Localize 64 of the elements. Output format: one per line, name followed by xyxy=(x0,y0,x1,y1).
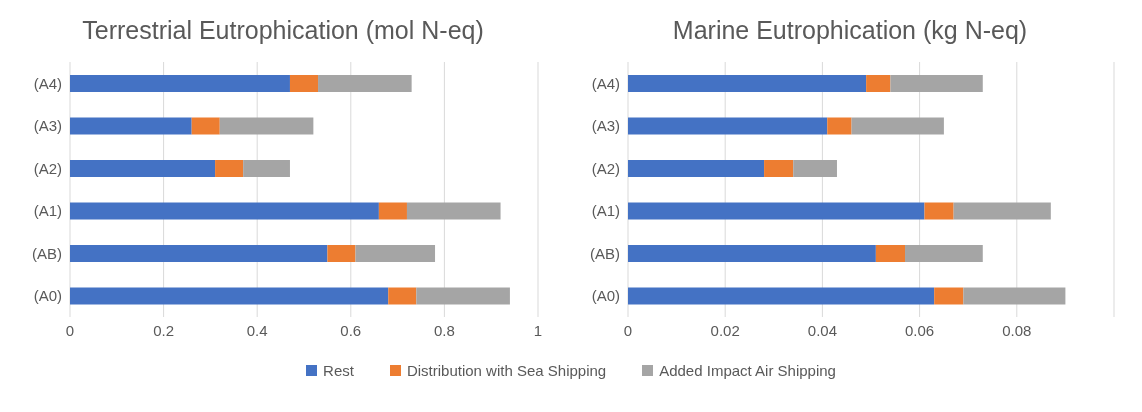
y-tick-label: (A4) xyxy=(33,74,62,92)
y-tick-label: (A0) xyxy=(591,287,620,305)
bar xyxy=(953,202,1051,220)
y-tick-label: (A1) xyxy=(591,202,620,220)
bar xyxy=(318,75,412,92)
x-tick-label: 0.4 xyxy=(246,321,268,339)
bar xyxy=(70,117,192,135)
y-tick-label: (A1) xyxy=(33,202,62,220)
bar xyxy=(70,287,389,305)
x-tick-label: 0.04 xyxy=(807,321,837,339)
y-tick-label: (AB) xyxy=(590,244,620,262)
chart-title: Terrestrial Eutrophication (mol N-eq) xyxy=(81,15,485,46)
bar xyxy=(628,245,876,262)
bar xyxy=(764,160,794,177)
bar xyxy=(628,75,867,92)
legend-label: Added Impact Air Shipping xyxy=(658,362,836,379)
bar xyxy=(924,202,954,220)
bar xyxy=(70,75,290,92)
bar xyxy=(793,160,837,177)
bar xyxy=(406,202,501,220)
y-tick-label: (A3) xyxy=(33,117,62,135)
y-tick-label: (A0) xyxy=(33,287,62,305)
bar xyxy=(191,117,220,135)
x-tick-label: 0.08 xyxy=(1002,321,1032,339)
y-tick-label: (A2) xyxy=(591,159,620,177)
legend-label: Rest xyxy=(322,362,354,379)
bar xyxy=(628,117,828,135)
bar xyxy=(327,245,356,262)
chart-title: Marine Eutrophication (kg N-eq) xyxy=(671,15,1029,46)
y-tick-label: (A2) xyxy=(33,159,62,177)
bar xyxy=(219,117,314,135)
x-tick-label: 0.8 xyxy=(433,321,455,339)
bar xyxy=(355,245,436,262)
bar xyxy=(289,75,319,92)
bar xyxy=(875,245,906,262)
bar xyxy=(963,287,1066,305)
bar xyxy=(70,202,379,220)
bar xyxy=(378,202,407,220)
x-tick-label: 0.2 xyxy=(153,321,175,339)
y-tick-label: (A3) xyxy=(591,117,620,135)
y-tick-label: (AB) xyxy=(32,244,62,262)
bar xyxy=(890,75,983,92)
legend-label: Distribution with Sea Shipping xyxy=(405,362,607,379)
bar xyxy=(70,245,328,262)
bar xyxy=(827,117,852,135)
bar xyxy=(628,287,935,305)
bar xyxy=(243,160,290,177)
x-tick-label: 0.6 xyxy=(340,321,362,339)
bar xyxy=(416,287,510,305)
bar xyxy=(866,75,891,92)
bar xyxy=(905,245,983,262)
bar xyxy=(70,160,216,177)
bar xyxy=(628,202,925,220)
y-tick-label: (A4) xyxy=(591,74,620,92)
x-tick-label: 0.02 xyxy=(710,321,740,339)
x-tick-label: 1 xyxy=(533,321,543,339)
bar xyxy=(934,287,964,305)
x-tick-label: 0.06 xyxy=(905,321,935,339)
bar xyxy=(851,117,944,135)
bar xyxy=(215,160,244,177)
x-tick-label: 0 xyxy=(65,321,75,339)
bar xyxy=(388,287,417,305)
x-tick-label: 0 xyxy=(623,321,633,339)
bar xyxy=(628,160,765,177)
